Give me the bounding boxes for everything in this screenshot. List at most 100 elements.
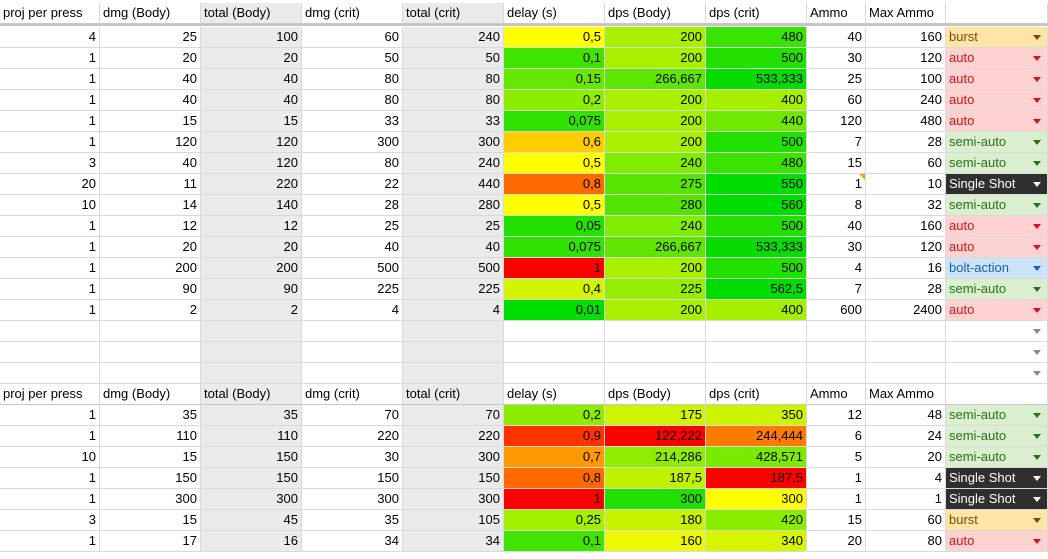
dropdown-arrow-icon[interactable]	[1033, 203, 1041, 208]
table2-cell[interactable]: 10	[0, 447, 100, 468]
table2-cell[interactable]: 35	[201, 405, 302, 426]
table1-cell[interactable]: 225	[302, 279, 403, 300]
table2-header-cell[interactable]: total (crit)	[403, 384, 504, 405]
table2-cell[interactable]: 150	[403, 468, 504, 489]
table1-cell[interactable]: 480	[706, 153, 807, 174]
table1-cell[interactable]: 40	[403, 237, 504, 258]
table2-cell[interactable]: 70	[302, 405, 403, 426]
table1-header-cell[interactable]: dps (crit)	[706, 3, 807, 24]
dropdown-arrow-icon[interactable]	[1033, 413, 1041, 418]
empty-cell[interactable]	[605, 321, 706, 342]
fire-mode-dropdown[interactable]: Single Shot	[946, 468, 1048, 489]
table2-cell[interactable]: 244,444	[706, 426, 807, 447]
table2-cell[interactable]: 6	[807, 426, 866, 447]
table2-cell[interactable]: 300	[403, 489, 504, 510]
table1-cell[interactable]: 300	[403, 132, 504, 153]
table1-cell[interactable]: 80	[302, 69, 403, 90]
table1-cell[interactable]: 40	[807, 216, 866, 237]
table2-cell[interactable]: 187,5	[605, 468, 706, 489]
empty-cell[interactable]	[807, 342, 866, 363]
empty-cell[interactable]	[0, 363, 100, 384]
table1-cell[interactable]: 0,01	[504, 300, 605, 321]
empty-cell[interactable]	[946, 342, 1048, 363]
table2-header-cell[interactable]: Max Ammo	[866, 384, 946, 405]
table1-cell[interactable]: 200	[605, 27, 706, 48]
empty-cell[interactable]	[302, 342, 403, 363]
table1-header-cell[interactable]: total (crit)	[403, 3, 504, 24]
table2-cell[interactable]: 300	[403, 447, 504, 468]
table1-cell[interactable]: 33	[403, 111, 504, 132]
empty-cell[interactable]	[403, 342, 504, 363]
empty-cell[interactable]	[504, 321, 605, 342]
table1-cell[interactable]: 40	[100, 69, 201, 90]
fire-mode-dropdown[interactable]: burst	[946, 27, 1048, 48]
table1-cell[interactable]: 1	[0, 48, 100, 69]
comment-indicator-icon[interactable]	[859, 174, 865, 180]
table1-cell[interactable]: 140	[201, 195, 302, 216]
table1-cell[interactable]: 300	[302, 132, 403, 153]
table1-cell[interactable]: 120	[100, 132, 201, 153]
table1-cell[interactable]: 12	[100, 216, 201, 237]
dropdown-arrow-icon[interactable]	[1033, 329, 1041, 334]
table2-cell[interactable]: 1	[866, 489, 946, 510]
table1-cell[interactable]: 8	[807, 195, 866, 216]
table1-cell[interactable]: 10	[0, 195, 100, 216]
table1-cell[interactable]: 0,5	[504, 27, 605, 48]
table1-cell[interactable]: 240	[866, 90, 946, 111]
table2-cell[interactable]: 0,8	[504, 468, 605, 489]
table1-cell[interactable]: 1	[0, 111, 100, 132]
table1-cell[interactable]: 560	[706, 195, 807, 216]
table1-cell[interactable]: 1	[0, 132, 100, 153]
table1-cell[interactable]: 3	[0, 153, 100, 174]
table1-cell[interactable]: 500	[706, 216, 807, 237]
empty-cell[interactable]	[0, 321, 100, 342]
table1-cell[interactable]: 2400	[866, 300, 946, 321]
table1-header-cell[interactable]: proj per press	[0, 3, 100, 24]
fire-mode-dropdown[interactable]: auto	[946, 237, 1048, 258]
table2-cell[interactable]: 34	[302, 531, 403, 552]
dropdown-arrow-icon[interactable]	[1033, 35, 1041, 40]
empty-cell[interactable]	[946, 363, 1048, 384]
table1-cell[interactable]: 50	[302, 48, 403, 69]
empty-cell[interactable]	[706, 342, 807, 363]
table2-cell[interactable]: 16	[201, 531, 302, 552]
table2-cell[interactable]: 15	[807, 510, 866, 531]
table2-header-cell[interactable]: dmg (Body)	[100, 384, 201, 405]
table1-cell[interactable]: 50	[403, 48, 504, 69]
table1-cell[interactable]: 225	[403, 279, 504, 300]
empty-cell[interactable]	[201, 321, 302, 342]
fire-mode-dropdown[interactable]: auto	[946, 48, 1048, 69]
empty-cell[interactable]	[866, 363, 946, 384]
table2-cell[interactable]: 35	[100, 405, 201, 426]
table1-cell[interactable]: 20	[100, 48, 201, 69]
table1-cell[interactable]: 40	[302, 237, 403, 258]
table1-cell[interactable]: 28	[866, 132, 946, 153]
table1-cell[interactable]: 0,075	[504, 237, 605, 258]
table1-cell[interactable]: 4	[302, 300, 403, 321]
table2-cell[interactable]: 34	[403, 531, 504, 552]
table1-cell[interactable]: 240	[403, 27, 504, 48]
fire-mode-dropdown[interactable]: auto	[946, 531, 1048, 552]
table1-cell[interactable]: 40	[201, 69, 302, 90]
table1-cell[interactable]: 200	[605, 300, 706, 321]
table1-cell[interactable]: 550	[706, 174, 807, 195]
table1-cell[interactable]: 25	[807, 69, 866, 90]
table1-cell[interactable]: 275	[605, 174, 706, 195]
dropdown-arrow-icon[interactable]	[1033, 308, 1041, 313]
table1-cell[interactable]: 30	[807, 237, 866, 258]
table1-cell[interactable]: 266,667	[605, 237, 706, 258]
table2-cell[interactable]: 150	[100, 468, 201, 489]
table1-cell[interactable]: 4	[403, 300, 504, 321]
table1-cell[interactable]: 80	[302, 153, 403, 174]
table2-cell[interactable]: 3	[0, 510, 100, 531]
dropdown-arrow-icon[interactable]	[1033, 539, 1041, 544]
table1-header-cell[interactable]: delay (s)	[504, 3, 605, 24]
table1-cell[interactable]: 266,667	[605, 69, 706, 90]
table1-cell[interactable]: 120	[201, 153, 302, 174]
table1-cell[interactable]: 60	[302, 27, 403, 48]
table2-cell[interactable]: 4	[866, 468, 946, 489]
table1-cell[interactable]: 100	[201, 27, 302, 48]
table1-cell[interactable]: 40	[100, 153, 201, 174]
empty-cell[interactable]	[403, 321, 504, 342]
table1-cell[interactable]: 1	[0, 279, 100, 300]
